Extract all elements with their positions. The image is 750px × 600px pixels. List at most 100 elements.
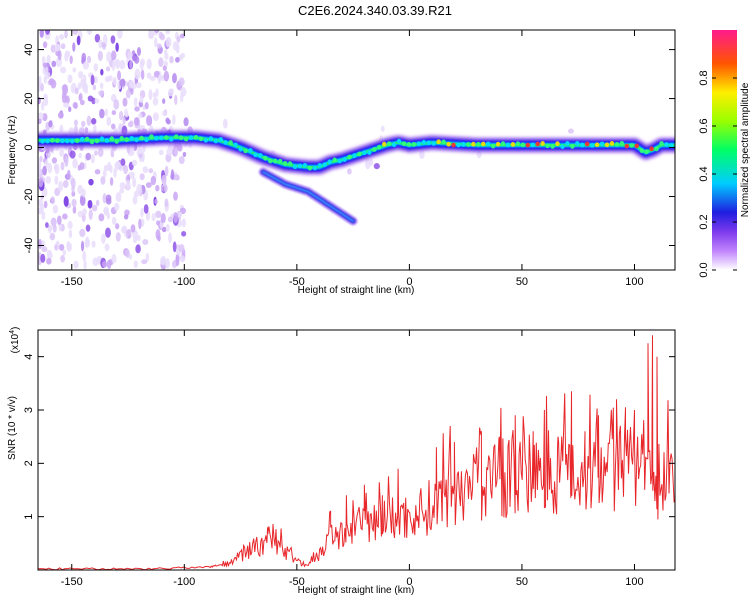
noise-speckle bbox=[138, 218, 142, 230]
noise-speckle bbox=[115, 232, 121, 242]
ridge-core bbox=[317, 162, 323, 168]
noise-speckle bbox=[40, 194, 44, 200]
noise-speckle bbox=[78, 71, 84, 79]
noise-speckle bbox=[95, 199, 100, 207]
x-tick-label: 50 bbox=[516, 276, 528, 288]
ridge-core bbox=[164, 135, 169, 141]
noise-speckle bbox=[102, 193, 107, 204]
noise-speckle bbox=[152, 97, 159, 106]
top-ylabel: Frequency (Hz) bbox=[7, 116, 18, 185]
noise-speckle bbox=[102, 168, 107, 178]
noise-speckle bbox=[106, 259, 112, 270]
noise-speckle bbox=[91, 118, 97, 125]
noise-speckle bbox=[180, 255, 185, 263]
x-tick-label: 0 bbox=[406, 576, 412, 588]
y-tick-label: -40 bbox=[23, 238, 35, 254]
noise-speckle bbox=[125, 89, 131, 99]
noise-speckle bbox=[145, 252, 150, 262]
noise-speckle bbox=[62, 213, 68, 220]
noise-speckle bbox=[40, 101, 45, 111]
noise-speckle bbox=[63, 196, 69, 207]
noise-speckle bbox=[148, 168, 154, 174]
noise-speckle bbox=[46, 54, 51, 65]
ridge-core bbox=[84, 136, 90, 142]
noise-speckle bbox=[98, 90, 104, 96]
noise-speckle bbox=[132, 195, 138, 205]
noise-speckle bbox=[133, 117, 140, 126]
noise-speckle bbox=[165, 224, 170, 232]
noise-speckle bbox=[78, 152, 82, 159]
noise-speckle bbox=[181, 230, 187, 237]
ridge-core bbox=[401, 141, 407, 147]
noise-speckle bbox=[140, 58, 145, 67]
ridge-core bbox=[619, 140, 625, 146]
ridge-core bbox=[525, 142, 530, 148]
noise-speckle bbox=[149, 75, 156, 81]
noise-speckle bbox=[124, 108, 128, 117]
ridge-core bbox=[357, 151, 362, 157]
noise-speckle bbox=[115, 191, 122, 203]
noise-speckle bbox=[347, 168, 352, 175]
ridge-core bbox=[485, 141, 491, 147]
noise-speckle bbox=[93, 124, 97, 134]
colorbar-tick-label: 0.6 bbox=[698, 118, 710, 133]
snr-series-line bbox=[38, 335, 675, 570]
ridge-core bbox=[238, 146, 243, 152]
noise-speckle bbox=[87, 199, 93, 209]
noise-speckle bbox=[93, 63, 99, 72]
ridge-core bbox=[233, 142, 238, 148]
noise-speckle bbox=[45, 176, 52, 184]
noise-speckle bbox=[113, 99, 120, 110]
noise-speckle bbox=[91, 97, 96, 105]
noise-speckle bbox=[39, 155, 43, 163]
ridge-core bbox=[451, 142, 456, 148]
noise-speckle bbox=[103, 164, 110, 171]
ridge-core bbox=[505, 142, 511, 148]
ridge-core bbox=[604, 142, 610, 148]
noise-speckle bbox=[152, 112, 159, 122]
noise-speckle bbox=[175, 255, 179, 267]
noise-speckle bbox=[369, 158, 374, 167]
ridge-core bbox=[169, 136, 174, 142]
top-axis-ticks: -150 -100 -50 0 50 100 -40 -20 0 20 40 bbox=[23, 30, 675, 288]
y-tick-label: 4 bbox=[23, 354, 35, 360]
top-plot-frame bbox=[37, 29, 676, 271]
ridge-core bbox=[575, 141, 580, 146]
noise-speckle bbox=[162, 98, 166, 104]
ridge-core bbox=[258, 153, 263, 158]
noise-speckle bbox=[76, 35, 81, 46]
noise-speckle bbox=[100, 68, 104, 76]
noise-speckle bbox=[38, 112, 44, 121]
noise-speckle bbox=[567, 128, 574, 134]
ridge-core bbox=[669, 143, 674, 148]
ridge-core bbox=[154, 135, 159, 141]
ridge-core bbox=[174, 134, 179, 140]
ridge-core bbox=[342, 157, 347, 162]
noise-speckle bbox=[134, 106, 140, 112]
noise-speckle bbox=[154, 30, 160, 34]
noise-speckle bbox=[174, 94, 178, 106]
ridge-core bbox=[119, 136, 124, 141]
noise-speckles bbox=[38, 30, 574, 270]
ridge-core bbox=[55, 138, 60, 144]
noise-speckle bbox=[45, 30, 51, 35]
noise-speckle bbox=[146, 58, 152, 70]
noise-speckle bbox=[84, 127, 89, 134]
noise-speckle bbox=[73, 260, 79, 269]
noise-speckle bbox=[164, 198, 169, 207]
noise-speckle bbox=[80, 240, 85, 252]
colorbar-tick-label: 0.2 bbox=[698, 214, 710, 229]
x-tick-label: -100 bbox=[173, 276, 195, 288]
ridge-core bbox=[599, 141, 605, 147]
ridge-core bbox=[60, 138, 65, 144]
noise-speckle bbox=[181, 218, 187, 228]
noise-speckle bbox=[72, 42, 76, 52]
ridge-core bbox=[322, 162, 327, 168]
noise-speckle bbox=[42, 65, 49, 76]
noise-speckle bbox=[135, 82, 142, 89]
noise-speckle bbox=[47, 162, 53, 174]
noise-speckle bbox=[132, 237, 137, 244]
noise-speckle bbox=[40, 82, 44, 92]
ridge-core bbox=[594, 142, 600, 148]
ridge-core bbox=[307, 165, 313, 171]
